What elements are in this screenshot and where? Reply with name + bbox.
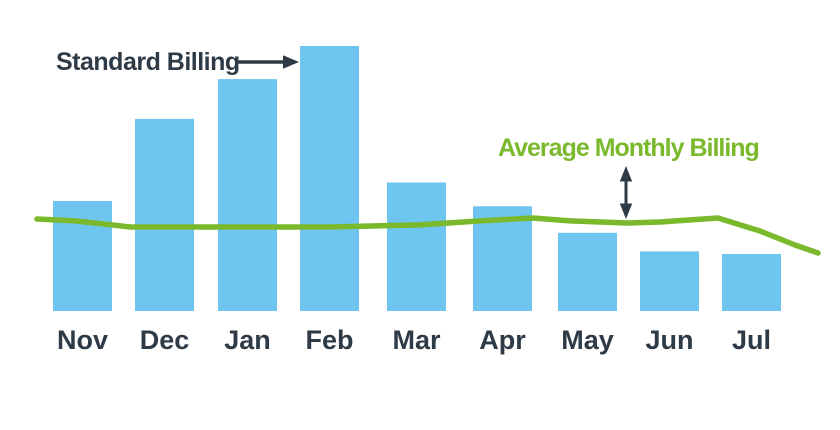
standard-billing-annotation: Standard Billing	[56, 48, 299, 76]
standard-billing-label: Standard Billing	[56, 48, 240, 76]
month-labels-group: Nov Dec Jan Feb Mar Apr May Jun Jul	[57, 325, 771, 355]
month-label-nov: Nov	[57, 325, 108, 355]
month-label-mar: Mar	[392, 325, 441, 355]
bar-jun	[640, 251, 699, 311]
bar-jan	[218, 79, 277, 311]
average-billing-annotation: Average Monthly Billing	[498, 134, 760, 219]
bars-group	[53, 46, 781, 312]
bar-may	[558, 232, 617, 311]
bar-dec	[135, 118, 194, 312]
average-line	[34, 215, 821, 256]
month-label-feb: Feb	[305, 325, 353, 355]
bar-feb	[300, 46, 359, 311]
bar-jul	[722, 254, 781, 311]
double-vertical-arrow-icon	[619, 166, 633, 219]
month-label-apr: Apr	[479, 325, 526, 355]
right-arrow-icon	[236, 55, 299, 69]
month-label-dec: Dec	[140, 325, 190, 355]
month-label-jan: Jan	[224, 325, 271, 355]
average-billing-label: Average Monthly Billing	[498, 134, 759, 162]
month-label-may: May	[561, 325, 614, 355]
bar-mar	[387, 182, 446, 311]
month-label-jun: Jun	[645, 325, 693, 355]
bar-apr	[473, 206, 532, 311]
month-label-jul: Jul	[732, 325, 771, 355]
